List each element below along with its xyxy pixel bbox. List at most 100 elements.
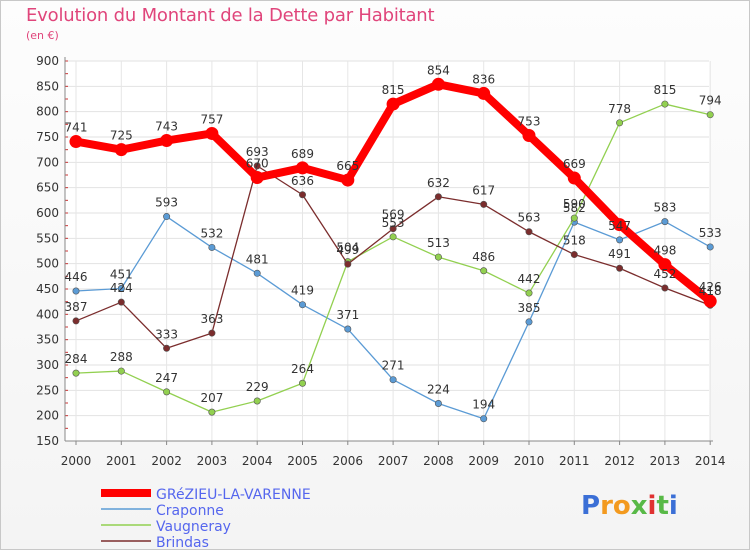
data-label: 419 (291, 284, 314, 298)
y-tick-label: 350 (36, 333, 59, 347)
data-point (477, 86, 491, 100)
y-tick-label: 150 (36, 434, 59, 448)
data-label: 757 (200, 112, 223, 126)
data-point (208, 408, 216, 416)
data-label: 385 (518, 301, 541, 315)
data-label: 224 (427, 383, 450, 397)
data-label: 271 (382, 359, 405, 373)
data-label: 498 (653, 244, 676, 258)
data-label: 207 (200, 391, 223, 405)
y-tick-label: 200 (36, 409, 59, 423)
data-label: 741 (65, 121, 88, 135)
data-point (525, 289, 533, 297)
logo-letter: r (600, 491, 613, 521)
x-tick-label: 2011 (559, 454, 590, 468)
proxiti-logo: Proxiti (581, 491, 678, 521)
data-label: 590 (563, 197, 586, 211)
data-point (661, 100, 669, 108)
x-tick-label: 2003 (197, 454, 228, 468)
legend-label: Brindas (156, 535, 209, 549)
data-label: 778 (608, 102, 631, 116)
data-point (205, 126, 219, 140)
data-point (72, 317, 80, 325)
data-point (163, 388, 171, 396)
y-tick-label: 800 (36, 105, 59, 119)
data-point (298, 379, 306, 387)
data-point (570, 251, 578, 259)
series-craponne (72, 213, 714, 423)
data-label: 569 (382, 208, 405, 222)
data-point (117, 298, 125, 306)
data-point (570, 214, 578, 222)
logo-letter: P (581, 491, 601, 521)
data-point (163, 344, 171, 352)
data-point (160, 134, 174, 148)
data-point (434, 253, 442, 261)
data-label: 665 (336, 159, 359, 173)
data-point (480, 415, 488, 423)
data-point (616, 264, 624, 272)
y-tick-label: 600 (36, 206, 59, 220)
chart-unit-label: (en €) (26, 29, 59, 42)
x-tick-label: 2000 (61, 454, 92, 468)
data-point (250, 171, 264, 185)
data-point (386, 97, 400, 111)
x-tick-label: 2014 (695, 454, 726, 468)
x-tick-label: 2007 (378, 454, 409, 468)
data-label: 442 (518, 272, 541, 286)
x-tick-label: 2008 (423, 454, 454, 468)
data-point (480, 267, 488, 275)
data-point (661, 284, 669, 292)
legend-label: Craponne (156, 503, 224, 519)
data-label: 518 (563, 234, 586, 248)
y-tick-label: 400 (36, 307, 59, 321)
data-point (703, 294, 717, 308)
data-label: 451 (110, 267, 133, 281)
plot-area (65, 61, 709, 441)
data-label: 229 (246, 380, 269, 394)
data-label: 854 (427, 63, 450, 77)
data-label: 593 (155, 196, 178, 210)
data-point (480, 200, 488, 208)
data-label: 725 (110, 129, 133, 143)
logo-letter: i (647, 491, 657, 521)
data-point (253, 269, 261, 277)
data-label: 617 (472, 183, 495, 197)
data-label: 794 (699, 94, 722, 108)
legend-label: Vaugneray (156, 519, 231, 535)
data-point (616, 119, 624, 127)
x-tick-label: 2010 (514, 454, 545, 468)
data-label: 743 (155, 120, 178, 134)
data-label: 387 (65, 300, 88, 314)
data-label: 452 (653, 267, 676, 281)
logo-letter: t (656, 491, 669, 521)
data-point (389, 233, 397, 241)
data-label: 194 (472, 398, 495, 412)
data-label: 636 (291, 174, 314, 188)
y-tick-label: 300 (36, 358, 59, 372)
y-tick-label: 700 (36, 155, 59, 169)
data-point (163, 213, 171, 221)
data-label: 499 (336, 243, 359, 257)
data-label: 533 (699, 226, 722, 240)
data-point (253, 162, 261, 170)
data-point (616, 236, 624, 244)
data-label: 547 (608, 219, 631, 233)
data-label: 333 (155, 327, 178, 341)
data-label: 532 (200, 226, 223, 240)
chart-title: Evolution du Montant de la Dette par Hab… (26, 5, 435, 26)
x-tick-label: 2009 (468, 454, 499, 468)
data-point (253, 397, 261, 405)
data-point (431, 77, 445, 91)
x-tick-label: 2006 (333, 454, 364, 468)
data-point (658, 258, 672, 272)
y-tick-label: 650 (36, 181, 59, 195)
data-label: 815 (653, 83, 676, 97)
data-label: 424 (110, 281, 133, 295)
data-point (344, 260, 352, 268)
x-tick-label: 2013 (650, 454, 681, 468)
data-point (434, 193, 442, 201)
legend-label: GRéZIEU-LA-VARENNE (156, 487, 311, 503)
